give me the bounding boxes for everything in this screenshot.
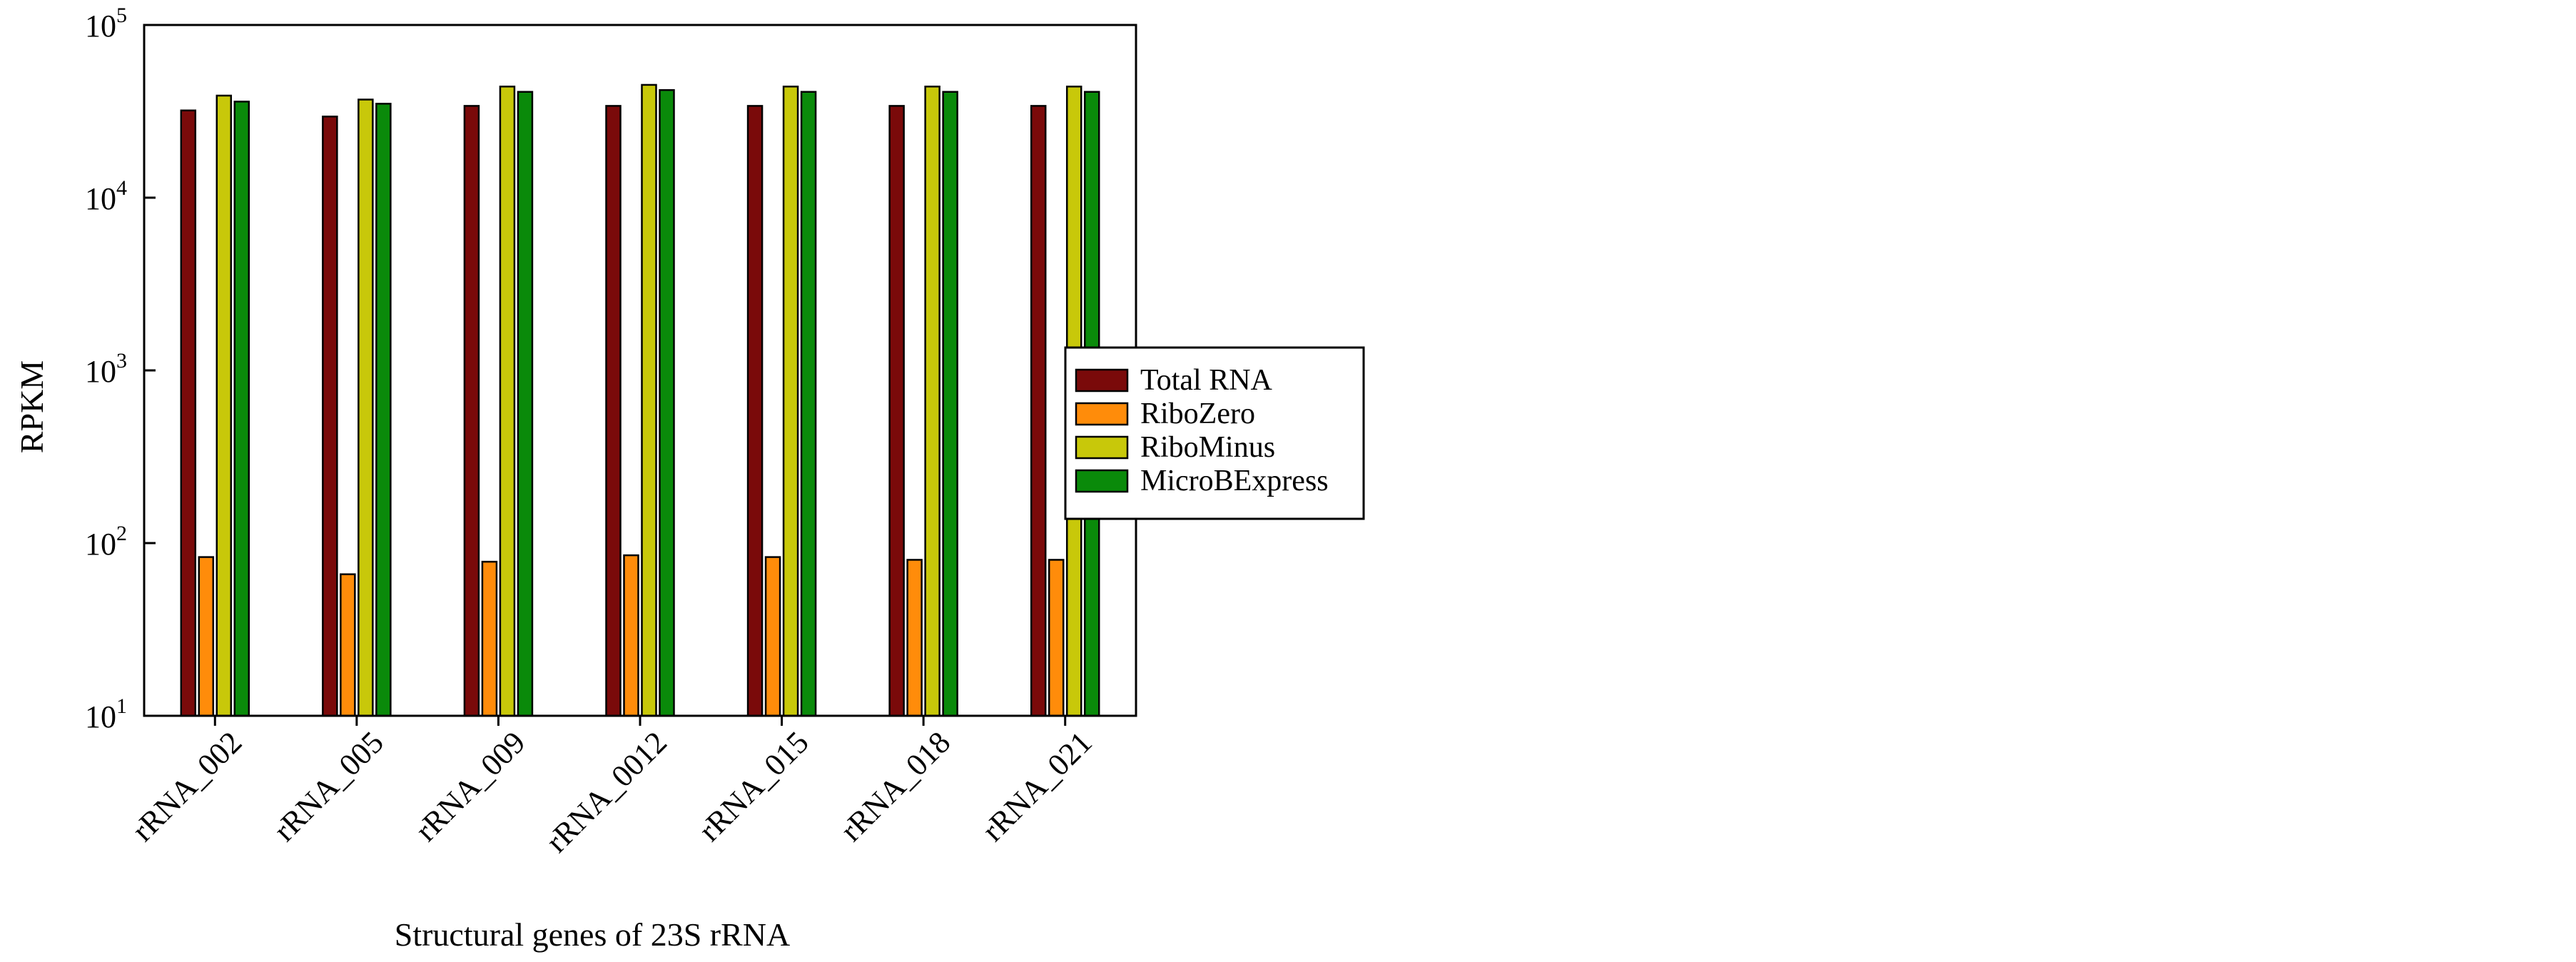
- y-axis: 101 102 103 104 105: [85, 4, 156, 734]
- legend-label: MicroBExpress: [1140, 465, 1329, 497]
- y-tick-label: 104: [85, 176, 127, 216]
- bar-microbexpress: [233, 101, 250, 717]
- plot-area-frame: [143, 24, 1137, 717]
- bar-total-rna: [322, 116, 338, 717]
- bar-ribozero: [764, 556, 781, 717]
- bar-total-rna: [463, 105, 480, 717]
- bar-total-rna: [1030, 105, 1047, 717]
- legend-swatch: [1075, 435, 1129, 460]
- legend-swatch: [1075, 368, 1129, 393]
- bar-microbexpress: [800, 91, 817, 717]
- bar-ribozero: [906, 559, 923, 717]
- bar-total-rna: [605, 105, 622, 717]
- y-axis-label: RPKM: [14, 360, 50, 453]
- x-tick-label: rRNA_002: [125, 724, 248, 848]
- bar-total-rna: [888, 105, 905, 717]
- bar-ribominus: [215, 94, 233, 717]
- bar-microbexpress: [517, 91, 534, 717]
- bars-layer: [180, 83, 1100, 717]
- bar-ribominus: [499, 86, 516, 717]
- y-tick-label: 103: [85, 349, 127, 389]
- x-axis: rRNA_002 rRNA_005 rRNA_009 rRNA_0012 rRNA_01…: [125, 716, 1099, 859]
- bar-ribominus: [924, 86, 940, 717]
- bar-microbexpress: [375, 103, 392, 717]
- bar-ribominus: [782, 86, 799, 717]
- y-tick-label: 101: [85, 694, 127, 734]
- y-tick-label: 105: [85, 4, 127, 44]
- x-tick-label: rRNA_005: [267, 724, 390, 848]
- bar-microbexpress: [942, 91, 958, 717]
- legend-label: Total RNA: [1140, 364, 1273, 397]
- legend-swatch: [1075, 402, 1129, 426]
- bar-microbexpress: [659, 88, 675, 717]
- legend-label: RiboMinus: [1140, 431, 1275, 464]
- legend-swatch: [1075, 469, 1129, 493]
- y-tick-label: 102: [85, 522, 127, 562]
- legend-label: RiboZero: [1140, 398, 1255, 430]
- x-tick-label: rRNA_021: [975, 724, 1099, 848]
- bar-ribozero: [481, 560, 498, 717]
- bar-ribozero: [1048, 559, 1065, 717]
- bar-total-rna: [746, 105, 764, 717]
- x-tick-label: rRNA_009: [409, 724, 532, 848]
- x-tick-label: rRNA_0012: [539, 724, 674, 859]
- bar-ribominus: [641, 83, 657, 717]
- x-tick-label: rRNA_018: [833, 724, 957, 848]
- bar-ribozero: [623, 554, 639, 717]
- bar-ribozero: [340, 573, 356, 717]
- x-axis-label: Structural genes of 23S rRNA: [395, 916, 790, 953]
- bar-ribozero: [198, 556, 215, 717]
- bar-total-rna: [180, 109, 197, 717]
- bar-ribominus: [358, 98, 374, 717]
- x-tick-label: rRNA_015: [692, 724, 816, 848]
